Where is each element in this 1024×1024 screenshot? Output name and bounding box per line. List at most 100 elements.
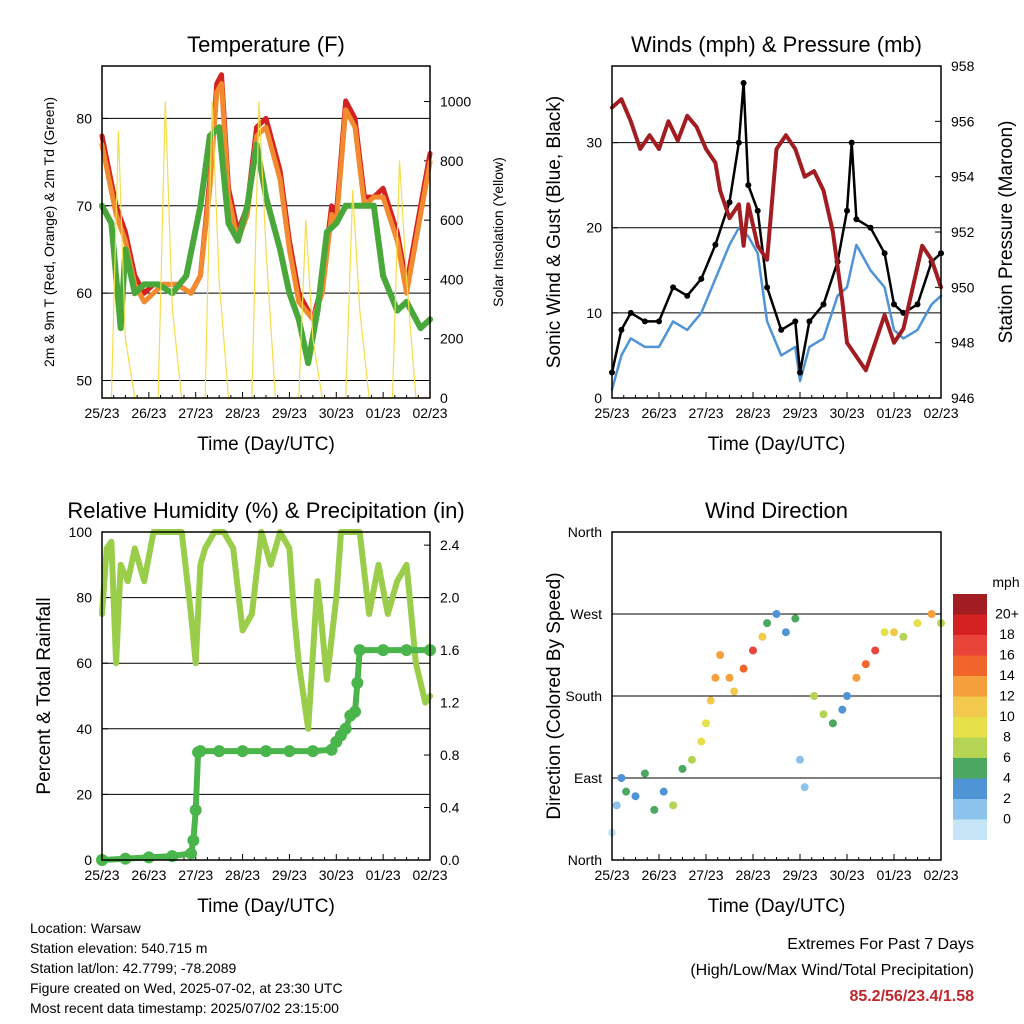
x-tick-label: 27/23 (688, 405, 723, 421)
data-point (650, 805, 659, 814)
data-point (339, 722, 352, 735)
data-point (726, 199, 733, 206)
legend-label: 20+ (995, 606, 1019, 622)
x-tick-label: 01/23 (366, 405, 401, 421)
data-point (881, 250, 888, 257)
data-point (277, 246, 284, 253)
y2-tick-label: 0.4 (440, 800, 460, 816)
series-line-0 (99, 529, 433, 732)
y2-tick-label: 200 (440, 331, 464, 347)
x-axis-label: Time (Day/UTC) (197, 434, 335, 455)
data-point (687, 755, 696, 764)
x-tick-label: 26/23 (131, 867, 166, 883)
data-point (739, 664, 748, 673)
y-tick-label: 80 (76, 110, 92, 126)
data-point (684, 292, 691, 299)
chart-title: Temperature (F) (187, 32, 345, 57)
x-tick-label: 30/23 (829, 867, 864, 883)
x-tick-label: 29/23 (782, 405, 817, 421)
y-tick-label: 80 (76, 590, 92, 606)
data-point (305, 360, 312, 367)
recent-timestamp-text: Most recent data timestamp: 2025/07/02 2… (30, 1000, 339, 1016)
data-point (792, 318, 799, 325)
x-axis-label: Time (Day/UTC) (708, 896, 846, 917)
data-point (670, 284, 677, 291)
y-tick-label: West (570, 606, 602, 622)
y2-tick-label: 958 (951, 58, 975, 74)
y2-tick-label: 1000 (440, 94, 471, 110)
y-tick-label: 20 (76, 786, 92, 802)
chart-panel-3: Wind DirectionNorthEastSouthWestNorth25/… (544, 498, 1020, 917)
x-tick-label: 01/23 (876, 405, 911, 421)
data-point (656, 318, 662, 325)
data-point (698, 275, 705, 282)
data-point (891, 301, 897, 308)
data-point (380, 272, 387, 279)
y2-tick-label: 400 (440, 271, 464, 287)
y-tick-label: South (565, 688, 602, 704)
data-point (306, 745, 319, 758)
data-point (764, 284, 771, 291)
y-axis-label: Percent & Total Rainfall (34, 597, 55, 794)
speed-legend: mph 20+ 18 16 14 12 10 8 6 4 2 0 (953, 574, 1020, 840)
x-tick-label: 28/23 (225, 405, 260, 421)
chart-panel-0: Temperature (F)5060708002004006008001000… (41, 32, 506, 455)
data-point (400, 644, 413, 657)
x-tick-label: 29/23 (782, 867, 817, 883)
x-tick-label: 30/23 (319, 867, 354, 883)
data-point (781, 628, 790, 637)
y2-axis-label: Solar Insolation (Yellow) (490, 157, 506, 307)
data-point (853, 216, 860, 223)
data-point (871, 646, 880, 655)
x-tick-label: 30/23 (829, 405, 864, 421)
legend-label: 14 (999, 667, 1015, 683)
legend-label: 0 (1003, 811, 1011, 827)
x-tick-label: 30/23 (319, 405, 354, 421)
y-tick-label: 50 (76, 373, 92, 389)
data-point (283, 745, 296, 758)
y-tick-label: 60 (76, 285, 92, 301)
data-point (185, 847, 198, 860)
legend-swatch (953, 635, 987, 656)
data-point (861, 660, 870, 669)
x-tick-label: 29/23 (272, 405, 307, 421)
created-text: Figure created on Wed, 2025-07-02, at 23… (30, 980, 343, 996)
plot-frame (611, 531, 942, 861)
y-axis-label: Sonic Wind & Gust (Blue, Black) (544, 96, 565, 368)
y-tick-label: 30 (586, 135, 602, 151)
data-point (640, 769, 649, 778)
data-point (745, 182, 752, 189)
data-point (286, 290, 293, 297)
x-tick-label: 29/23 (272, 867, 307, 883)
x-tick-label: 26/23 (131, 405, 166, 421)
x-tick-label: 27/23 (178, 867, 213, 883)
y-tick-label: 100 (69, 524, 93, 540)
x-tick-label: 27/23 (688, 867, 723, 883)
data-point (697, 737, 706, 746)
data-point (819, 710, 828, 719)
data-point (820, 301, 827, 308)
data-point (119, 852, 132, 865)
chart-title: Winds (mph) & Pressure (mb) (631, 32, 922, 57)
data-point (749, 646, 757, 655)
data-point (800, 783, 809, 792)
x-tick-label: 25/23 (84, 405, 119, 421)
data-point (914, 301, 921, 308)
elevation-text: Station elevation: 540.715 m (30, 940, 208, 956)
legend-title: mph (992, 574, 1019, 590)
data-point (852, 673, 861, 682)
y-tick-label: North (568, 852, 602, 868)
y2-tick-label: 600 (440, 212, 464, 228)
legend-swatch (953, 696, 987, 717)
data-point (740, 80, 747, 87)
legend-label: 10 (999, 708, 1015, 724)
data-point (711, 673, 720, 682)
data-point (843, 692, 851, 700)
data-point (263, 194, 269, 201)
data-point (763, 619, 772, 628)
data-point (899, 632, 908, 641)
y-axis-label: Direction (Colored By Speed) (544, 572, 565, 819)
data-point (244, 202, 251, 209)
y2-tick-label: 948 (951, 335, 975, 351)
data-point (669, 801, 678, 810)
